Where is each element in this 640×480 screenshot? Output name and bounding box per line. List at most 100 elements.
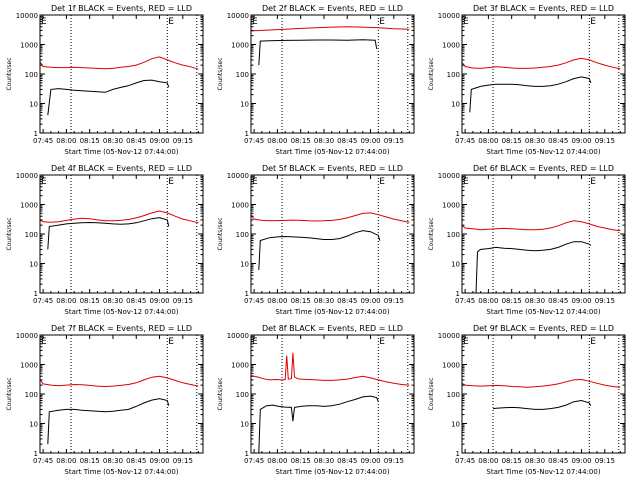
event-marker-label: E <box>463 337 469 347</box>
x-tick-label: 08:30 <box>525 137 545 145</box>
event-marker-label: E <box>168 17 174 27</box>
events-series-line <box>492 399 592 410</box>
y-tick-label: 10000 <box>227 332 249 340</box>
y-tick-label: 10 <box>29 261 38 269</box>
event-marker-label: E <box>252 337 258 347</box>
detector-panel-8: Det 8f BLACK = Events, RED = LLD Counts/s… <box>217 324 415 476</box>
x-tick-label: 09:15 <box>595 137 615 145</box>
y-axis-label: Counts/sec <box>6 57 13 90</box>
x-tick-label: 08:30 <box>525 297 545 305</box>
y-tick-label: 1 <box>245 450 249 458</box>
event-marker-label: E <box>379 337 385 347</box>
y-tick-label: 100 <box>236 71 249 79</box>
x-tick-label: 08:00 <box>56 457 76 465</box>
y-axis-label: Counts/sec <box>217 217 224 250</box>
y-axis-label: Counts/sec <box>217 57 224 90</box>
x-tick-label: 07:45 <box>33 457 53 465</box>
panel-title: Det 2f BLACK = Events, RED = LLD <box>262 4 403 13</box>
events-series-line <box>258 395 379 454</box>
x-tick-label: 08:15 <box>80 457 100 465</box>
event-marker-label: E <box>41 177 47 187</box>
y-tick-label: 10000 <box>16 332 38 340</box>
x-tick-label: 08:45 <box>337 457 357 465</box>
panel-title: Det 9f BLACK = Events, RED = LLD <box>473 324 614 333</box>
x-axis-label: Start Time (05-Nov-12 07:44:00) <box>275 148 389 156</box>
x-tick-label: 08:15 <box>502 137 522 145</box>
x-tick-label: 07:45 <box>244 297 264 305</box>
x-tick-label: 08:30 <box>103 457 123 465</box>
y-tick-label: 10 <box>240 101 249 109</box>
x-tick-label: 09:00 <box>360 457 380 465</box>
x-tick-label: 09:15 <box>173 457 193 465</box>
x-tick-label: 08:00 <box>56 137 76 145</box>
panel-title: Det 5f BLACK = Events, RED = LLD <box>262 164 403 173</box>
x-tick-label: 09:15 <box>595 297 615 305</box>
y-tick-label: 10000 <box>438 12 460 20</box>
event-marker-label: E <box>463 17 469 27</box>
event-marker-label: E <box>590 177 596 187</box>
y-tick-label: 100 <box>25 231 38 239</box>
event-marker-label: E <box>41 17 47 27</box>
lld-series-line <box>461 220 621 232</box>
panel-title: Det 3f BLACK = Events, RED = LLD <box>473 4 614 13</box>
y-tick-label: 10000 <box>438 172 460 180</box>
detector-panel-7: Det 7f BLACK = Events, RED = LLD Counts/s… <box>6 324 204 476</box>
x-tick-label: 09:00 <box>149 457 169 465</box>
x-tick-label: 08:45 <box>126 297 146 305</box>
y-tick-label: 100 <box>25 71 38 79</box>
x-tick-label: 09:00 <box>360 297 380 305</box>
x-tick-label: 08:45 <box>548 137 568 145</box>
y-tick-label: 10 <box>240 261 249 269</box>
x-tick-label: 07:45 <box>455 137 475 145</box>
y-tick-label: 1 <box>456 450 460 458</box>
y-tick-label: 100 <box>447 231 460 239</box>
x-tick-label: 08:00 <box>478 137 498 145</box>
x-tick-label: 08:45 <box>548 457 568 465</box>
plot-frame <box>461 14 626 134</box>
y-tick-label: 1 <box>34 450 38 458</box>
x-tick-label: 09:15 <box>173 137 193 145</box>
detector-panel-9: Det 9f BLACK = Events, RED = LLD Counts/s… <box>428 324 626 476</box>
event-marker-label: E <box>252 177 258 187</box>
y-tick-label: 1000 <box>20 42 38 50</box>
y-axis-label: Counts/sec <box>6 377 13 410</box>
y-tick-label: 1 <box>456 290 460 298</box>
y-axis-label: Counts/sec <box>428 57 435 90</box>
y-tick-label: 10 <box>29 101 38 109</box>
y-tick-label: 10000 <box>227 172 249 180</box>
x-tick-label: 09:00 <box>149 137 169 145</box>
y-tick-label: 1 <box>245 290 249 298</box>
x-tick-label: 08:00 <box>56 297 76 305</box>
x-axis-label: Start Time (05-Nov-12 07:44:00) <box>64 468 178 476</box>
x-tick-label: 09:15 <box>384 297 404 305</box>
y-tick-label: 100 <box>25 391 38 399</box>
plot-frame <box>250 334 415 454</box>
x-tick-label: 08:45 <box>337 297 357 305</box>
x-tick-label: 08:30 <box>314 137 334 145</box>
x-axis-label: Start Time (05-Nov-12 07:44:00) <box>486 148 600 156</box>
x-tick-label: 08:45 <box>548 297 568 305</box>
lld-series-line <box>39 56 199 70</box>
x-tick-label: 08:00 <box>478 297 498 305</box>
events-series-line <box>47 79 170 116</box>
x-tick-label: 07:45 <box>455 297 475 305</box>
x-tick-label: 07:45 <box>33 137 53 145</box>
x-tick-label: 07:45 <box>244 457 264 465</box>
plot-frame <box>39 334 204 454</box>
event-marker-label: E <box>379 17 385 27</box>
x-tick-label: 09:00 <box>360 137 380 145</box>
y-tick-label: 10 <box>451 101 460 109</box>
y-tick-label: 10 <box>451 261 460 269</box>
x-tick-label: 09:00 <box>571 137 591 145</box>
y-tick-label: 100 <box>236 231 249 239</box>
y-tick-label: 1000 <box>20 362 38 370</box>
plot-frame <box>39 14 204 134</box>
detector-panel-6: Det 6f BLACK = Events, RED = LLD Counts/s… <box>428 164 626 316</box>
lld-series-line <box>461 378 621 388</box>
events-series-line <box>258 230 381 271</box>
y-tick-label: 1000 <box>442 202 460 210</box>
x-axis-label: Start Time (05-Nov-12 07:44:00) <box>64 148 178 156</box>
plot-frame <box>461 334 626 454</box>
events-series-line <box>47 217 170 250</box>
